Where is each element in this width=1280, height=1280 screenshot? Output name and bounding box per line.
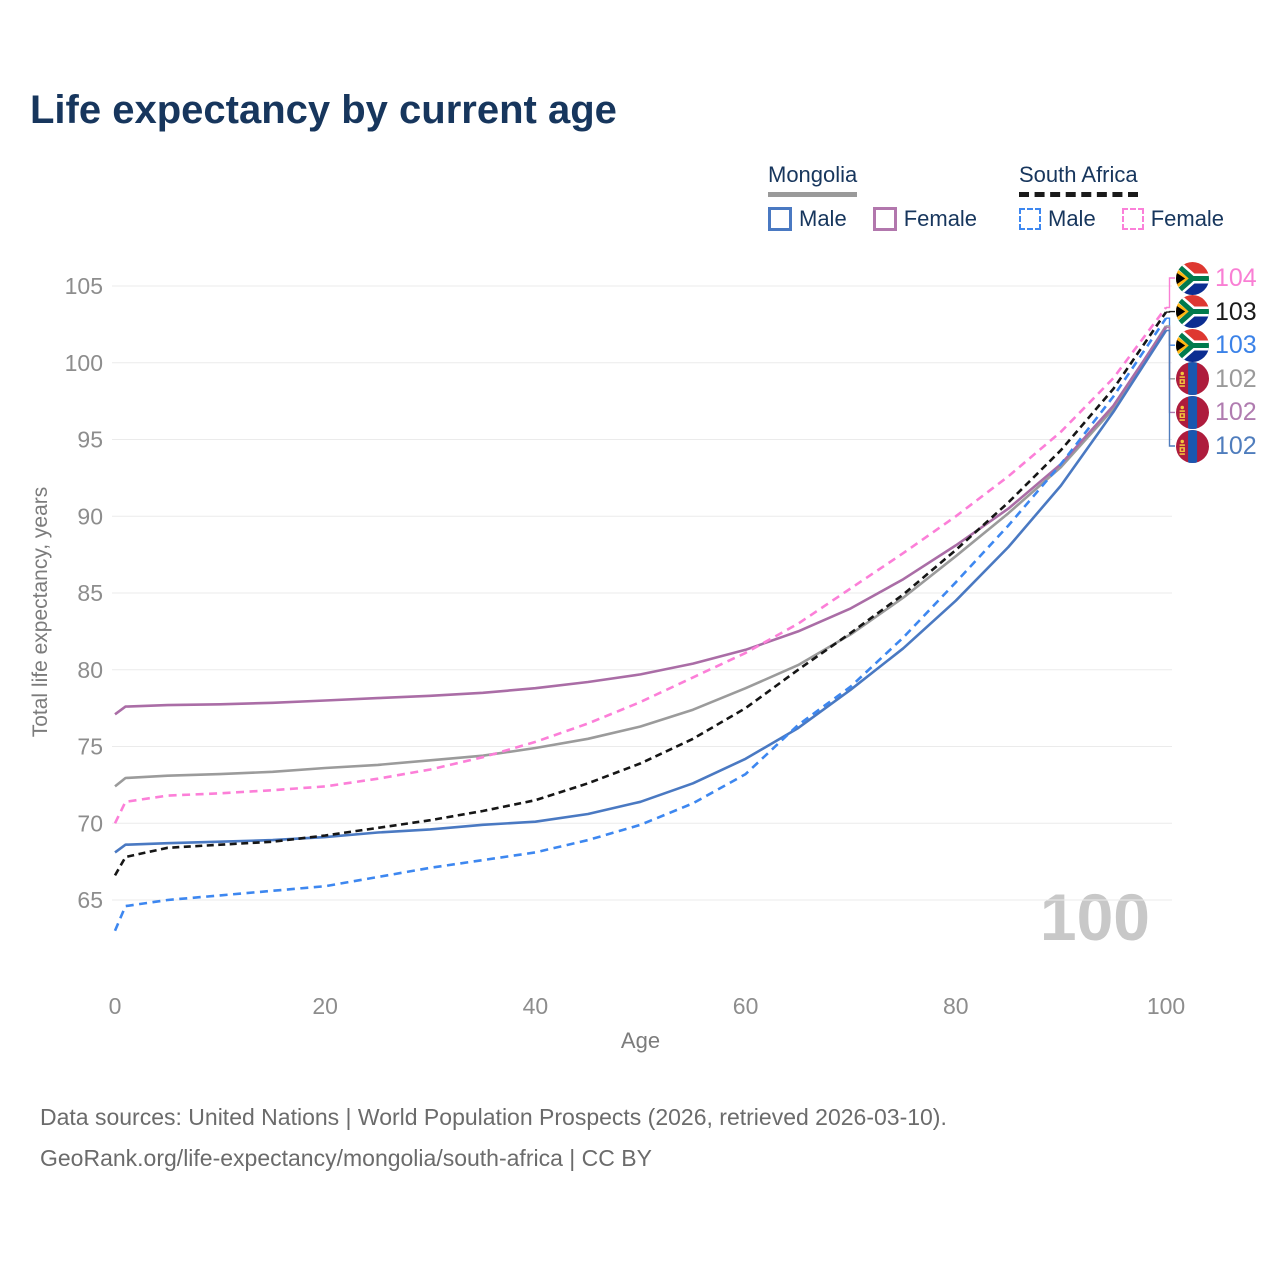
age-watermark: 100 (1040, 880, 1150, 954)
legend-item-label: Female (1150, 206, 1225, 231)
y-tick-label-70: 70 (77, 810, 103, 836)
south-africa-flag-icon (1176, 328, 1209, 362)
south-africa-dashed-line-swatch (1019, 192, 1138, 197)
x-tick-label-20: 20 (312, 993, 338, 1019)
legend-item-south-africa-male[interactable]: Male (1019, 206, 1096, 232)
end-label-value: 102 (1215, 398, 1257, 427)
y-tick-label-100: 100 (65, 350, 103, 376)
end-label-mng-female: 102 (1176, 395, 1257, 429)
south-africa-flag-icon (1176, 261, 1209, 295)
mongolia-flag-icon (1176, 395, 1209, 429)
y-tick-label-75: 75 (77, 734, 103, 760)
legend-country-south-africa[interactable]: South Africa (1019, 162, 1138, 197)
end-label-value: 103 (1215, 331, 1257, 360)
series-line-mng-both (114, 325, 1168, 788)
footer-attribution-link[interactable]: GeoRank.org/life-expectancy/mongolia/sou… (40, 1145, 652, 1171)
page-title: Life expectancy by current age (30, 88, 617, 132)
end-label-value: 102 (1215, 364, 1257, 393)
series-line-sa-both (113, 311, 1168, 877)
series-line-mng-male (114, 329, 1168, 854)
end-label-mng-both: 102 (1176, 362, 1257, 396)
end-label-leader-mng-female (1166, 326, 1175, 414)
x-tick-label-0: 0 (109, 993, 122, 1019)
legend-item-label: Female (903, 206, 978, 231)
mongolia-female-swatch-icon (872, 207, 897, 231)
end-label-value: 102 (1215, 432, 1257, 460)
y-tick-label-80: 80 (77, 657, 103, 683)
legend-items-south-africa: Male Female (1019, 206, 1224, 232)
legend-country-south-africa-label: South Africa (1019, 162, 1138, 187)
y-tick-label-105: 105 (65, 273, 103, 299)
south-africa-female-swatch-icon (1121, 208, 1144, 230)
x-tick-label-80: 80 (943, 993, 969, 1019)
legend-item-label: Male (799, 206, 847, 231)
y-tick-label-90: 90 (77, 503, 103, 529)
mongolia-male-swatch-icon (768, 207, 792, 231)
legend-country-mongolia-label: Mongolia (768, 162, 858, 187)
end-label-sa-female: 104 (1176, 261, 1257, 295)
legend-group-south-africa: South Africa Male Female (1019, 162, 1224, 232)
mongolia-flag-icon (1176, 429, 1209, 463)
series-line-mng-female (114, 326, 1168, 716)
y-tick-label-65: 65 (77, 887, 103, 913)
legend-group-mongolia: Mongolia Male Female (768, 162, 977, 232)
end-label-leader-sa-female (1166, 277, 1175, 309)
x-tick-label-100: 100 (1147, 993, 1185, 1019)
end-label-leader-sa-male (1166, 317, 1175, 346)
end-label-leader-mng-both (1166, 325, 1175, 380)
y-tick-label-85: 85 (77, 580, 103, 606)
y-axis-title: Total life expectancy, years (29, 487, 52, 738)
series-line-sa-male (113, 317, 1168, 932)
x-tick-label-40: 40 (523, 993, 549, 1019)
legend-item-label: Male (1048, 206, 1096, 231)
end-label-mng-male: 102 (1176, 429, 1257, 463)
end-label-value: 104 (1215, 264, 1257, 292)
footer: Data sources: United Nations | World Pop… (40, 1104, 947, 1186)
end-label-value: 103 (1215, 297, 1257, 326)
legend-items-mongolia: Male Female (768, 206, 977, 232)
series-line-sa-female (113, 306, 1168, 824)
south-africa-flag-icon (1176, 295, 1209, 329)
mongolia-solid-line-swatch (768, 192, 858, 197)
south-africa-male-swatch-icon (1019, 208, 1041, 230)
end-label-leader-sa-both (1166, 310, 1175, 313)
x-axis-title: Age (621, 1028, 660, 1053)
end-label-sa-male: 103 (1176, 328, 1257, 362)
legend-country-mongolia[interactable]: Mongolia (768, 162, 858, 197)
x-tick-label-60: 60 (733, 993, 759, 1019)
legend-item-mongolia-male[interactable]: Male (768, 206, 847, 232)
end-label-leader-mng-male (1166, 329, 1175, 447)
end-label-sa-both: 103 (1176, 295, 1257, 329)
legend-item-south-africa-female[interactable]: Female (1121, 206, 1225, 232)
mongolia-flag-icon (1176, 362, 1209, 396)
legend-item-mongolia-female[interactable]: Female (872, 206, 978, 232)
footer-data-sources: Data sources: United Nations | World Pop… (40, 1104, 947, 1130)
y-tick-label-95: 95 (77, 427, 103, 453)
